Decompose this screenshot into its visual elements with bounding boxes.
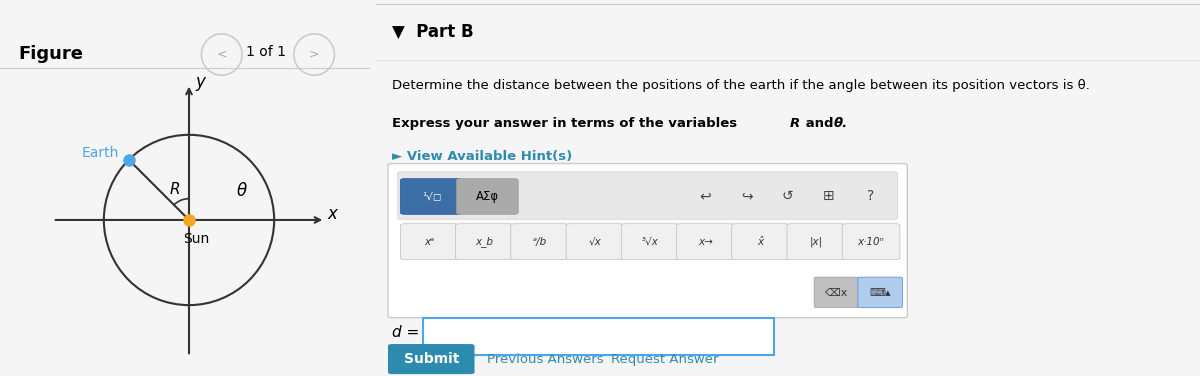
Text: θ.: θ. (833, 117, 847, 130)
FancyBboxPatch shape (401, 179, 462, 214)
Text: |x|: |x| (809, 237, 822, 247)
Text: x_b: x_b (475, 236, 493, 247)
FancyBboxPatch shape (401, 224, 458, 259)
FancyBboxPatch shape (732, 224, 790, 259)
FancyBboxPatch shape (622, 224, 679, 259)
Text: ↪: ↪ (740, 189, 752, 203)
FancyBboxPatch shape (566, 224, 624, 259)
FancyBboxPatch shape (814, 277, 859, 308)
Text: ⌫x: ⌫x (826, 288, 847, 297)
FancyBboxPatch shape (511, 224, 569, 259)
Text: R: R (169, 182, 180, 197)
Text: ⌨▴: ⌨▴ (869, 288, 890, 297)
FancyBboxPatch shape (787, 224, 845, 259)
Text: Previous Answers: Previous Answers (487, 353, 604, 365)
Text: and: and (800, 117, 838, 130)
Text: x·10ⁿ: x·10ⁿ (858, 237, 884, 247)
FancyBboxPatch shape (388, 344, 474, 374)
Text: ᵃ/b: ᵃ/b (533, 237, 547, 247)
Text: √x: √x (588, 237, 601, 247)
Text: Figure: Figure (18, 45, 84, 63)
FancyBboxPatch shape (456, 179, 518, 214)
Text: ¹√◻: ¹√◻ (422, 191, 442, 201)
Text: d =: d = (392, 325, 419, 340)
Text: Earth: Earth (82, 146, 119, 160)
Text: Determine the distance between the positions of the earth if the angle between i: Determine the distance between the posit… (392, 79, 1090, 92)
Text: ↺: ↺ (782, 189, 793, 203)
Text: ?: ? (866, 189, 874, 203)
Text: <: < (216, 47, 227, 60)
Text: x̂: x̂ (757, 237, 763, 247)
Text: ► View Available Hint(s): ► View Available Hint(s) (392, 150, 572, 164)
Text: Submit: Submit (403, 352, 458, 366)
Text: ↩: ↩ (700, 189, 712, 203)
Text: ⁵√x: ⁵√x (642, 237, 659, 247)
FancyBboxPatch shape (842, 224, 900, 259)
FancyBboxPatch shape (858, 277, 902, 308)
FancyBboxPatch shape (398, 172, 898, 219)
Text: R: R (790, 117, 799, 130)
Text: 1 of 1: 1 of 1 (246, 45, 286, 59)
Text: Sun: Sun (182, 232, 209, 246)
Text: ▼  Part B: ▼ Part B (392, 23, 474, 41)
FancyBboxPatch shape (677, 224, 734, 259)
Text: $\theta$: $\theta$ (236, 182, 247, 200)
FancyBboxPatch shape (388, 164, 907, 318)
FancyBboxPatch shape (422, 318, 774, 355)
Text: x→: x→ (698, 237, 713, 247)
Text: y: y (196, 73, 205, 91)
Text: Request Answer: Request Answer (611, 353, 718, 365)
Text: x: x (326, 205, 337, 223)
Text: Express your answer in terms of the variables: Express your answer in terms of the vari… (392, 117, 742, 130)
Text: xᵃ: xᵃ (424, 237, 434, 247)
Text: ⊞: ⊞ (823, 189, 835, 203)
FancyBboxPatch shape (456, 224, 514, 259)
Text: >: > (308, 47, 319, 60)
Text: ΑΣφ: ΑΣφ (476, 190, 499, 203)
